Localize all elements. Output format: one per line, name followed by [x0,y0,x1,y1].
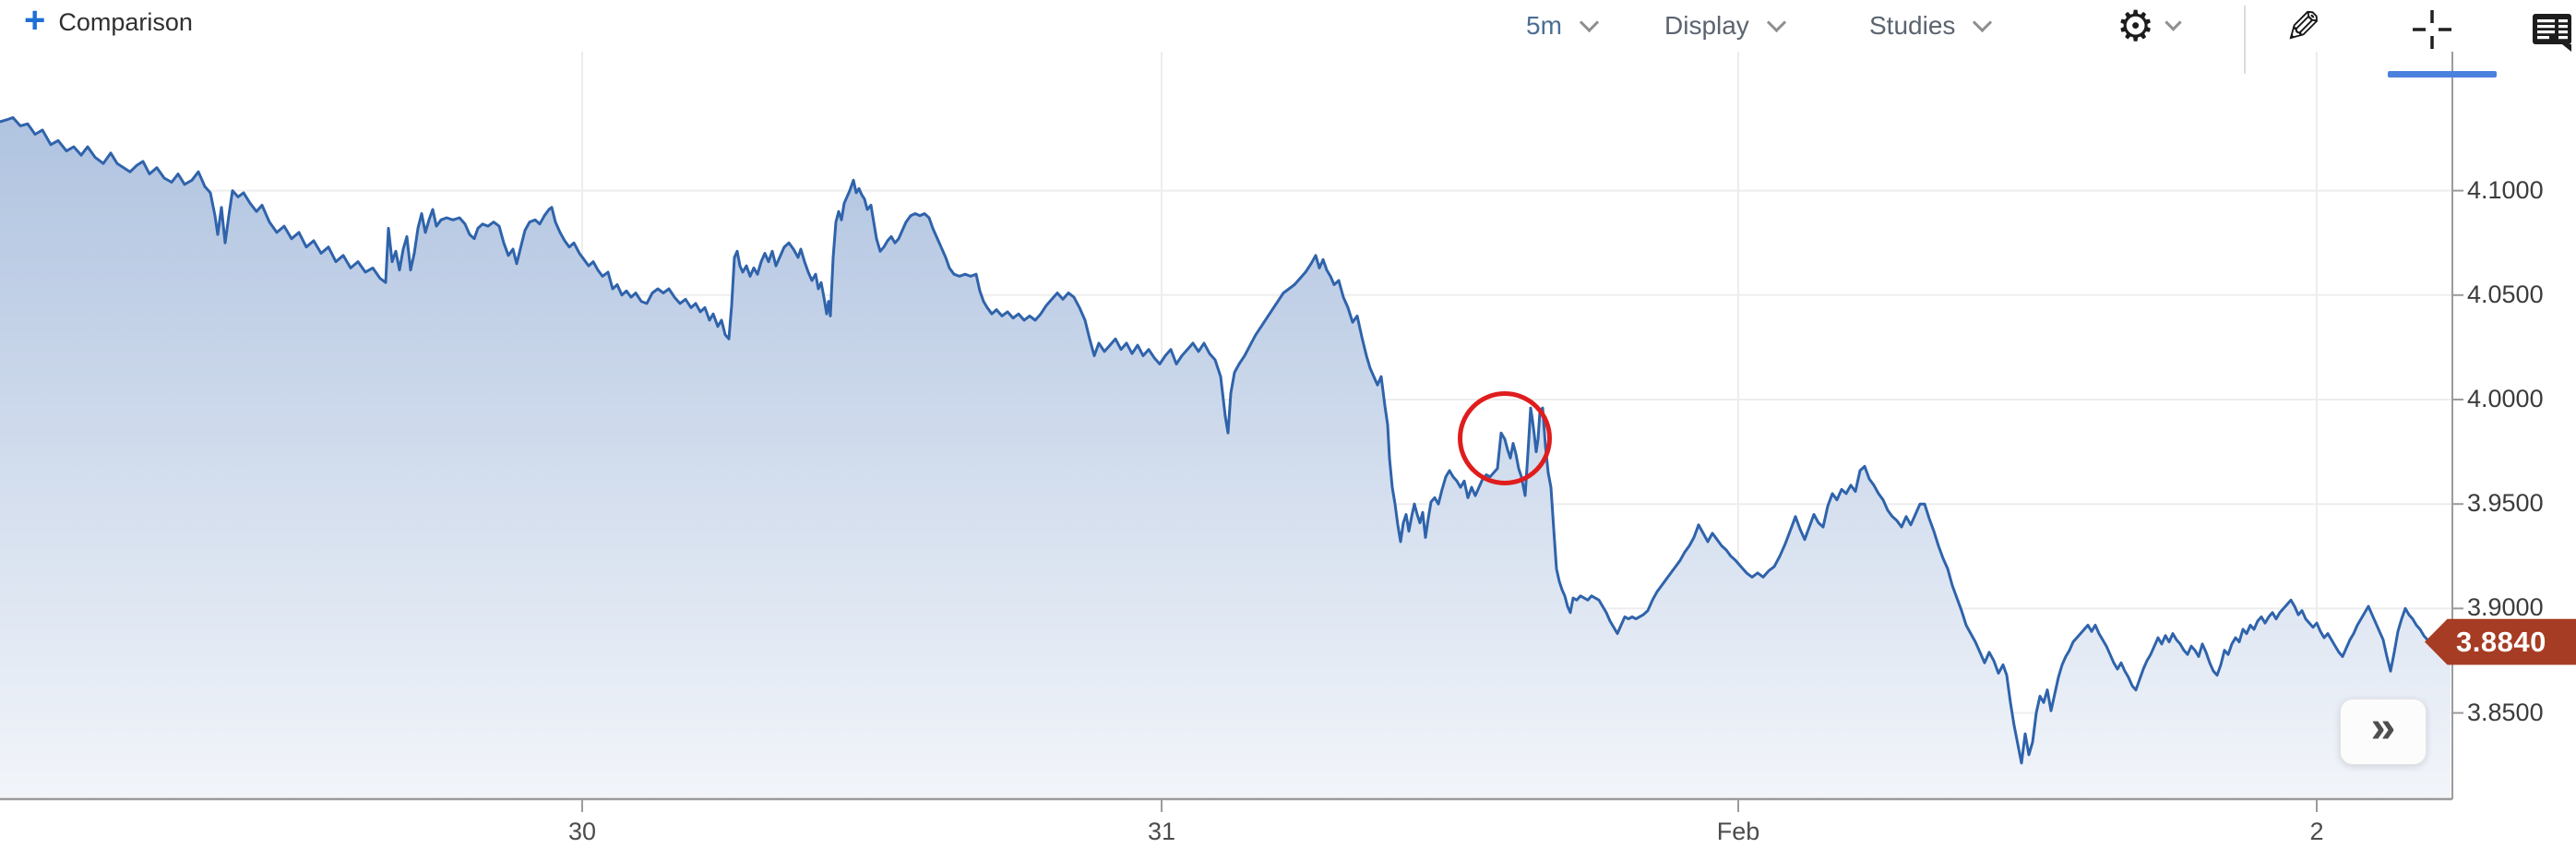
add-comparison-button[interactable]: + Comparison [24,2,193,39]
settings-dropdown[interactable]: ⚙ [2117,0,2182,52]
news-button[interactable] [2526,6,2576,57]
price-area [0,117,2451,799]
y-axis-label: 3.9500 [2467,489,2544,518]
display-label: Display [1664,11,1749,40]
toolbar-divider [2244,6,2246,74]
chevron-down-icon [1766,12,1786,32]
y-axis-label: 4.0000 [2467,385,2544,412]
chart-toolbar: + Comparison 5m Display Studies ⚙ ✎ [0,0,2576,78]
studies-label: Studies [1869,11,1956,40]
x-axis-label: 2 [2309,818,2324,845]
draw-tool-button[interactable]: ✎ [2277,2,2329,54]
news-icon [2533,14,2571,52]
last-price-value: 3.8840 [2456,625,2546,658]
plus-icon: + [24,0,46,41]
chevron-down-icon [1973,12,1993,32]
y-axis-label: 4.0500 [2467,280,2544,308]
double-chevron-right-icon: » [2370,703,2396,752]
y-axis-label: 4.1000 [2467,175,2544,204]
y-axis-label: 3.9000 [2467,593,2544,622]
price-line [0,115,2452,765]
x-axis-label: 31 [1147,818,1176,845]
period-value: 5m [1526,11,1562,40]
last-price-badge: 3.8840 [2425,618,2576,665]
crosshair-icon [2413,10,2451,49]
gear-icon: ⚙ [2117,2,2155,50]
studies-dropdown[interactable]: Studies [1869,0,1993,52]
chevron-down-icon [2165,13,2182,31]
period-dropdown[interactable]: 5m [1526,0,1600,52]
x-axis-label: 30 [567,818,597,845]
circle-annotation[interactable] [1458,391,1552,485]
chevron-down-icon [1579,12,1600,32]
pencil-icon: ✎ [2284,4,2322,53]
expand-panel-button[interactable]: » [2340,699,2427,765]
x-axis-label: Feb [1716,818,1760,845]
comparison-label: Comparison [58,7,193,36]
display-dropdown[interactable]: Display [1664,0,1786,52]
active-tool-indicator [2388,71,2497,78]
y-axis-label: 3.8500 [2467,698,2544,726]
crosshair-tool-button[interactable] [2406,4,2458,55]
